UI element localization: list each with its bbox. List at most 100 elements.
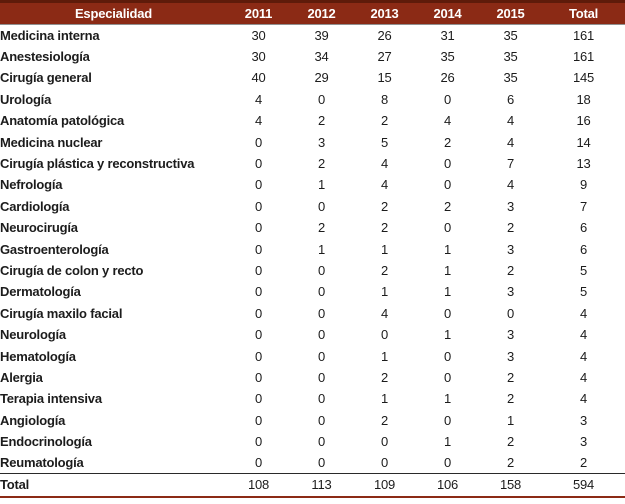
- count-cell: 0: [443, 177, 452, 193]
- count-cell: 35: [503, 49, 518, 65]
- specialty-name: Nefrología: [0, 177, 63, 193]
- count-cell: 9: [579, 177, 588, 193]
- count-cell: 0: [317, 262, 326, 278]
- count-cell: 4: [579, 305, 588, 321]
- header-row: Especialidad 2011 2012 2013 2014 2015 To…: [0, 0, 625, 25]
- count-cell: 0: [317, 305, 326, 321]
- table-row: Reumatología 0 0 0 0 2 2: [0, 452, 625, 473]
- count-cell: 1: [443, 262, 452, 278]
- count-cell: 0: [443, 455, 452, 471]
- count-cell: 4: [380, 305, 389, 321]
- count-cell: 7: [579, 198, 588, 214]
- count-cell: 2: [380, 113, 389, 129]
- table-header: Especialidad 2011 2012 2013 2014 2015 To…: [0, 0, 625, 25]
- count-cell: 0: [380, 434, 389, 450]
- count-cell: 3: [506, 241, 515, 257]
- table-row: Cirugía de colon y recto 0 0 2 1 2 5: [0, 260, 625, 281]
- count-cell: 34: [314, 49, 329, 65]
- table-row: Anestesiología 30 34 27 35 35 161: [0, 46, 625, 67]
- specialty-name: Urología: [0, 91, 52, 107]
- count-cell: 2: [380, 220, 389, 236]
- total-2012: 113: [290, 473, 353, 498]
- specialty-name: Dermatología: [0, 284, 81, 300]
- total-2015: 158: [479, 473, 542, 498]
- count-cell: 0: [254, 284, 263, 300]
- count-cell: 4: [579, 369, 588, 385]
- count-cell: 31: [440, 27, 455, 43]
- specialty-name: Cirugía plástica y reconstructiva: [0, 156, 195, 172]
- count-cell: 2: [443, 134, 452, 150]
- count-cell: 0: [254, 305, 263, 321]
- table-row: Gastroenterología 0 1 1 1 3 6: [0, 238, 625, 259]
- count-cell: 4: [254, 91, 263, 107]
- count-cell: 0: [317, 198, 326, 214]
- column-header-2013: 2013: [353, 0, 416, 25]
- specialty-name: Gastroenterología: [0, 241, 109, 257]
- count-cell: 39: [314, 27, 329, 43]
- specialty-name: Angiología: [0, 412, 66, 428]
- count-cell: 27: [377, 49, 392, 65]
- specialty-name: Alergia: [0, 369, 43, 385]
- table-row: Neurocirugía 0 2 2 0 2 6: [0, 217, 625, 238]
- count-cell: 3: [506, 284, 515, 300]
- count-cell: 26: [440, 70, 455, 86]
- count-cell: 1: [380, 348, 389, 364]
- table-row: Cirugía maxilo facial 0 0 4 0 0 4: [0, 303, 625, 324]
- column-header-total: Total: [542, 0, 625, 25]
- count-cell: 0: [254, 156, 263, 172]
- count-cell: 5: [579, 262, 588, 278]
- count-cell: 0: [254, 348, 263, 364]
- count-cell: 40: [251, 70, 266, 86]
- specialty-name: Endocrinología: [0, 434, 92, 450]
- count-cell: 1: [317, 177, 326, 193]
- table-row: Cirugía plástica y reconstructiva 0 2 4 0 7 13: [0, 153, 625, 174]
- table-row: Anatomía patológica 4 2 2 4 4 16: [0, 110, 625, 131]
- table-row: Angiología 0 0 2 0 1 3: [0, 410, 625, 431]
- specialty-name: Anatomía patológica: [0, 113, 125, 129]
- table-row: Hematología 0 0 1 0 3 4: [0, 345, 625, 366]
- count-cell: 6: [579, 241, 588, 257]
- count-cell: 2: [506, 262, 515, 278]
- count-cell: 0: [317, 369, 326, 385]
- count-cell: 13: [576, 156, 591, 172]
- count-cell: 2: [380, 262, 389, 278]
- specialty-name: Hematología: [0, 348, 76, 364]
- count-cell: 4: [506, 113, 515, 129]
- count-cell: 0: [254, 369, 263, 385]
- specialty-name: Medicina nuclear: [0, 134, 103, 150]
- count-cell: 0: [254, 262, 263, 278]
- table-row: Dermatología 0 0 1 1 3 5: [0, 281, 625, 302]
- total-row-label: Total: [0, 473, 227, 498]
- count-cell: 14: [576, 134, 591, 150]
- count-cell: 0: [317, 91, 326, 107]
- count-cell: 2: [380, 412, 389, 428]
- count-cell: 2: [579, 455, 588, 471]
- count-cell: 35: [440, 49, 455, 65]
- total-row: Total 108 113 109 106 158 594: [0, 473, 625, 498]
- count-cell: 35: [503, 70, 518, 86]
- count-cell: 3: [579, 412, 588, 428]
- count-cell: 1: [380, 284, 389, 300]
- count-cell: 0: [443, 305, 452, 321]
- count-cell: 161: [572, 49, 595, 65]
- table-row: Alergia 0 0 2 0 2 4: [0, 367, 625, 388]
- count-cell: 0: [317, 455, 326, 471]
- count-cell: 4: [380, 177, 389, 193]
- table-row: Urología 4 0 8 0 6 18: [0, 89, 625, 110]
- table-body: Medicina interna 30 39 26 31 35 161 Anestesiolo…: [0, 25, 625, 474]
- specialty-name: Anestesiología: [0, 49, 90, 65]
- count-cell: 15: [377, 70, 392, 86]
- count-cell: 145: [572, 70, 595, 86]
- count-cell: 4: [443, 113, 452, 129]
- count-cell: 29: [314, 70, 329, 86]
- count-cell: 0: [254, 412, 263, 428]
- column-header-2014: 2014: [416, 0, 479, 25]
- count-cell: 30: [251, 27, 266, 43]
- count-cell: 0: [317, 434, 326, 450]
- count-cell: 2: [317, 113, 326, 129]
- count-cell: 2: [380, 369, 389, 385]
- table-row: Endocrinología 0 0 0 1 2 3: [0, 431, 625, 452]
- specialty-name: Cirugía general: [0, 70, 92, 86]
- table-row: Neurología 0 0 0 1 3 4: [0, 324, 625, 345]
